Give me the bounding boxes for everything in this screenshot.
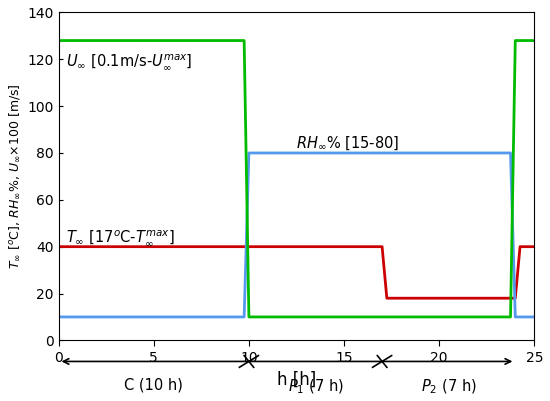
Text: $P_1$ (7 h): $P_1$ (7 h) <box>288 378 343 396</box>
Y-axis label: $T_{\infty}$ [$^{o}$C], $RH_{\infty}$%, $U_{\infty}$$\times$100 [m/s]: $T_{\infty}$ [$^{o}$C], $RH_{\infty}$%, … <box>7 83 22 269</box>
X-axis label: h [h]: h [h] <box>277 371 316 388</box>
Text: $T_{\infty}$ [17$^{o}$C-$T_{\infty}^{max}$]: $T_{\infty}$ [17$^{o}$C-$T_{\infty}^{max… <box>66 228 175 247</box>
Text: $P_2$ (7 h): $P_2$ (7 h) <box>421 378 476 396</box>
Text: $RH_{\infty}$% [15-80]: $RH_{\infty}$% [15-80] <box>296 135 400 152</box>
Text: C (10 h): C (10 h) <box>124 378 183 393</box>
Text: $U_{\infty}$ [0.1m/s-$U_{\infty}^{max}$]: $U_{\infty}$ [0.1m/s-$U_{\infty}^{max}$] <box>66 52 192 71</box>
